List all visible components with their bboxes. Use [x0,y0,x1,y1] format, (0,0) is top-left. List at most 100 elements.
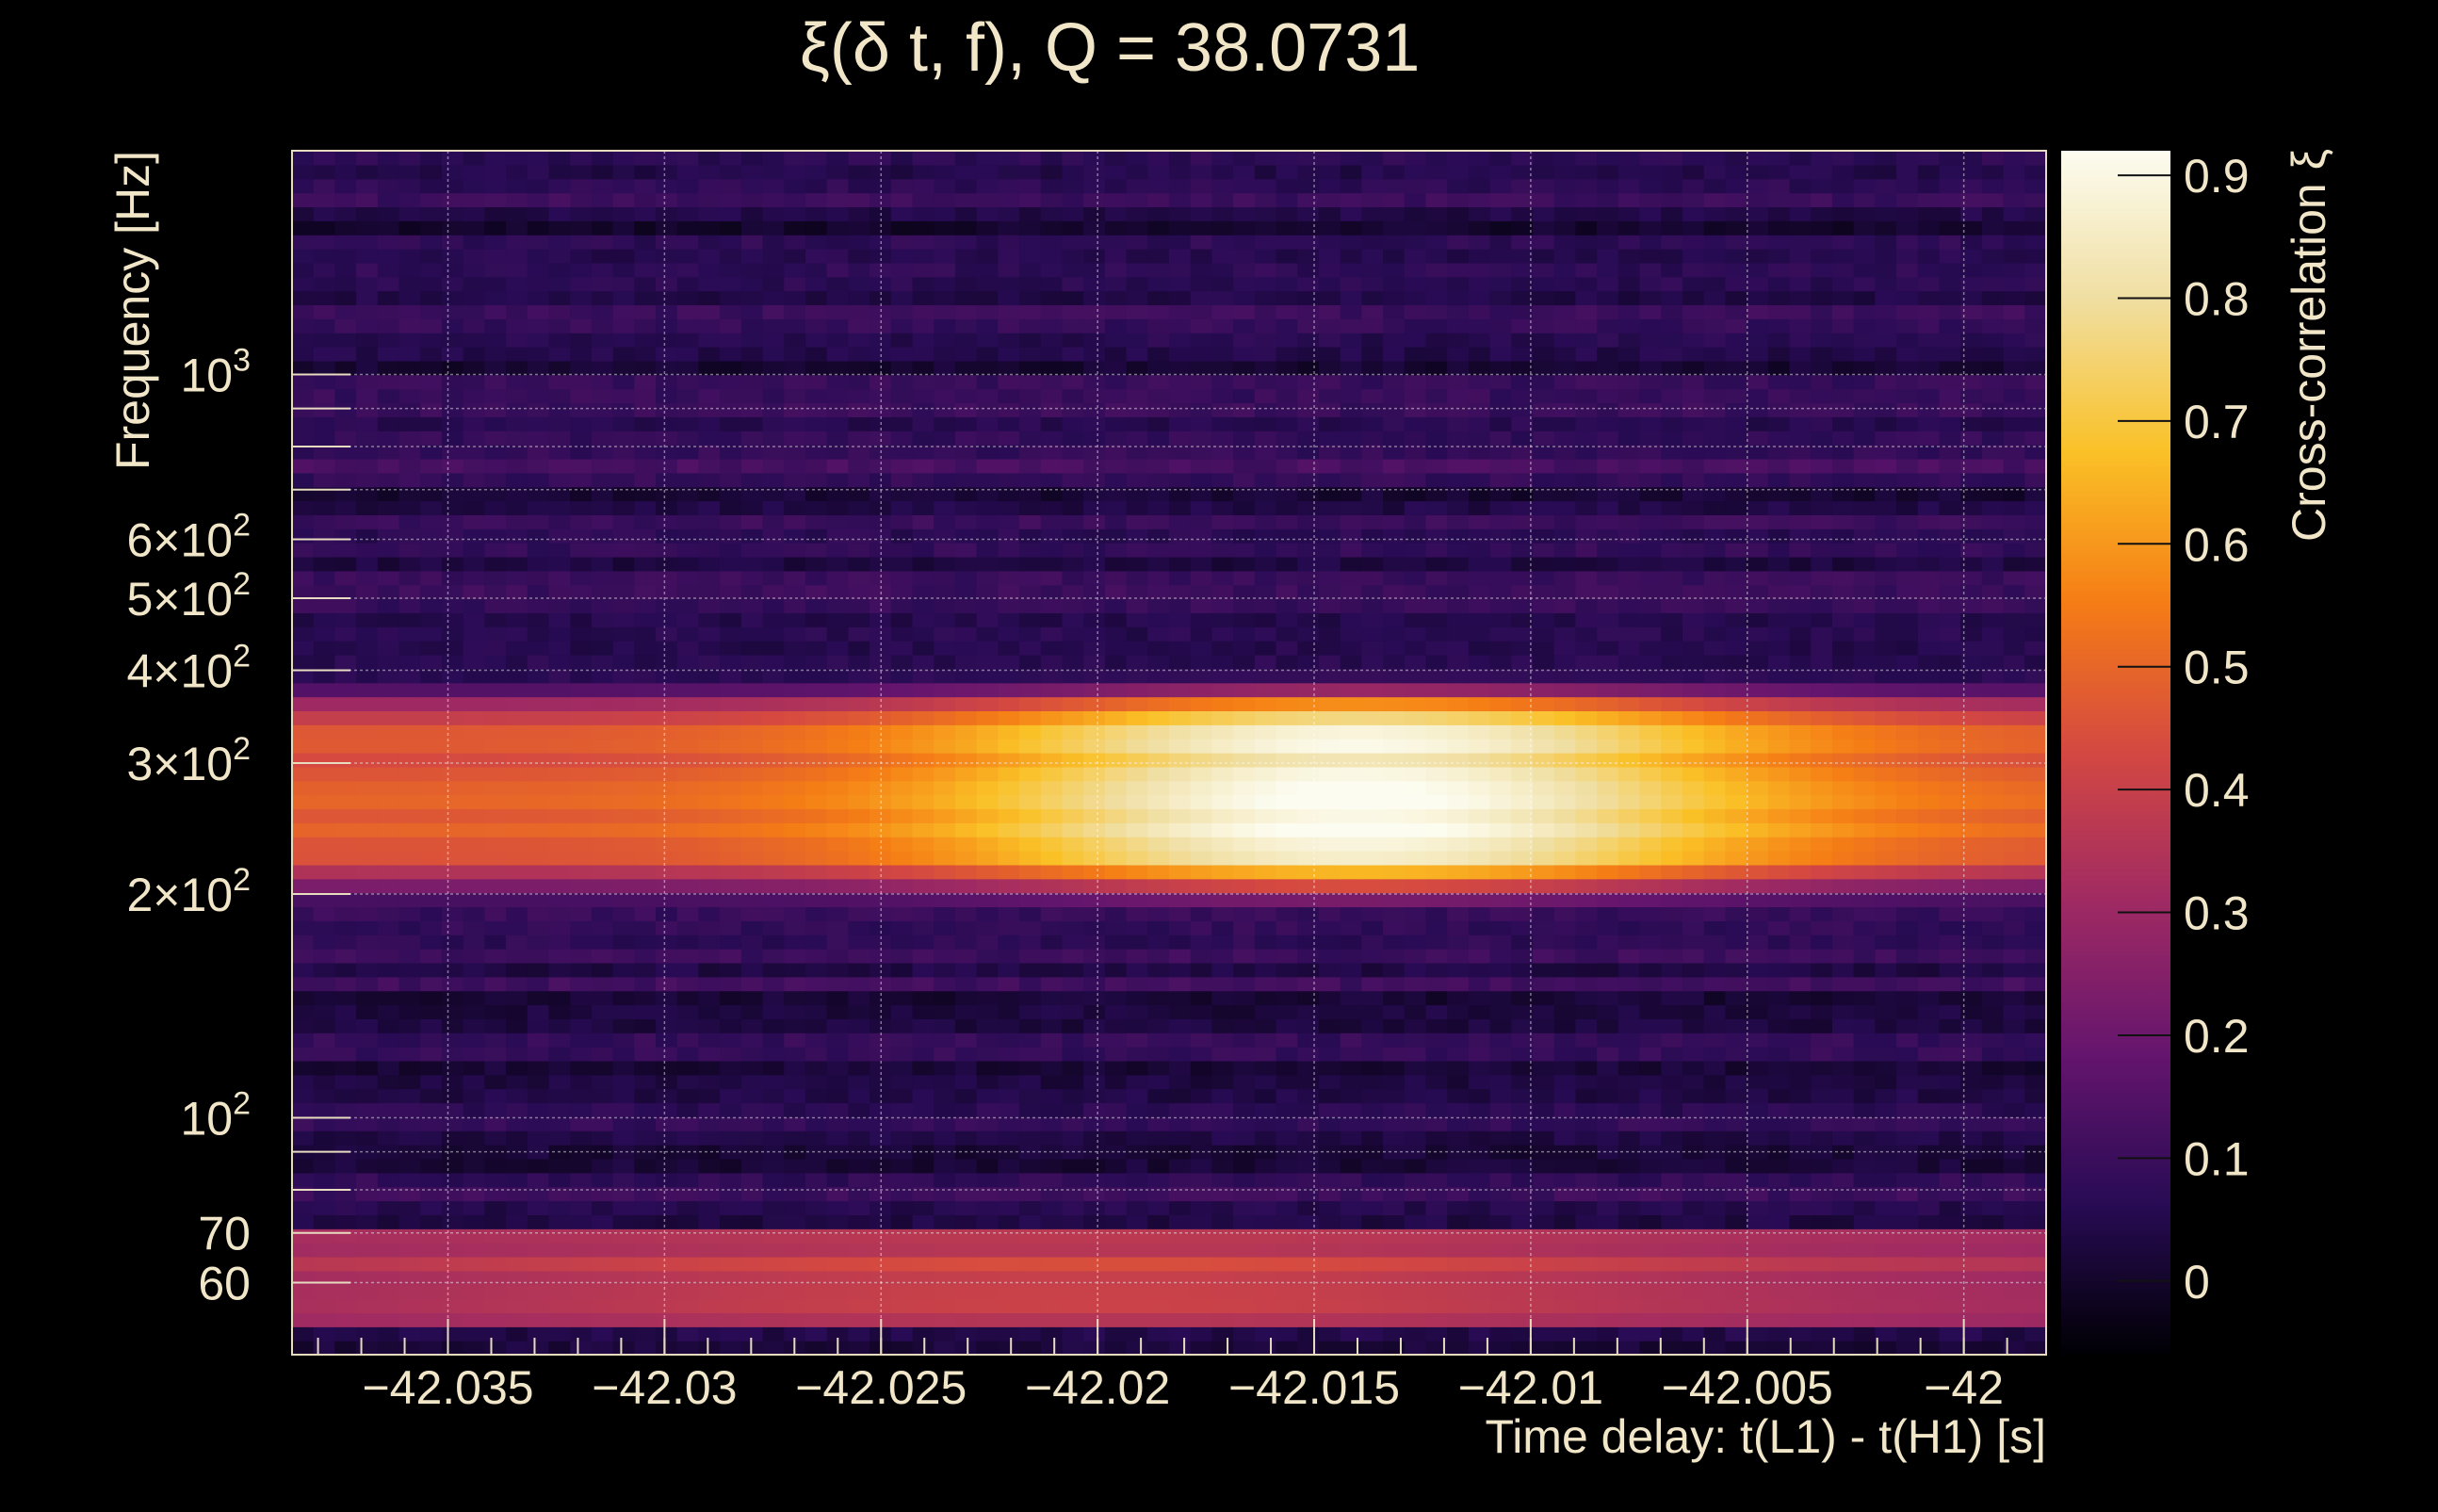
heatmap-cell [441,612,464,627]
heatmap-cell [1575,1214,1598,1229]
heatmap-cell [1169,851,1192,866]
heatmap-cell [954,976,978,992]
heatmap-cell [1553,1074,1577,1090]
heatmap-cell [1831,1018,1855,1033]
heatmap-cell [2024,528,2046,544]
heatmap-cell [1896,822,1919,837]
heatmap-cell [1169,808,1192,823]
heatmap-cell [1553,1228,1577,1244]
heatmap-cell [998,920,1020,935]
heatmap-cell [1617,878,1641,894]
heatmap-cell [676,1256,700,1272]
heatmap-cell [1383,1228,1406,1244]
heatmap-cell [656,682,678,698]
heatmap-cell [1468,739,1491,754]
heatmap-cell [1019,556,1042,572]
heatmap-cell [1447,851,1470,866]
heatmap-cell [720,1200,742,1215]
heatmap-cell [1747,851,1769,866]
heatmap-cell [1831,710,1855,725]
heatmap-cell [1126,1116,1148,1131]
heatmap-cell [506,822,528,837]
heatmap-cell [1297,962,1320,978]
heatmap-cell [1875,626,1897,642]
heatmap-cell [356,1200,379,1215]
heatmap-cell [976,1298,999,1314]
heatmap-cell [1233,570,1256,586]
heatmap-cell [377,1032,400,1048]
heatmap-cell [1211,1032,1234,1048]
heatmap-cell [676,696,700,712]
heatmap-cell [890,949,914,964]
heatmap-cell [1169,1172,1192,1188]
heatmap-cell [954,1004,978,1019]
heatmap-cell [1361,1228,1384,1244]
heatmap-cell [1917,1102,1941,1117]
heatmap-cell [1639,976,1662,992]
heatmap-cell [1297,1102,1320,1117]
heatmap-cell [784,1060,806,1076]
heatmap-cell [698,1256,721,1272]
heatmap-cell [334,710,357,725]
heatmap-cell [420,1158,443,1174]
heatmap-cell [1747,1074,1769,1090]
heatmap-cell [527,1088,550,1104]
heatmap-cell [805,584,828,600]
heatmap-cell [1575,1186,1598,1202]
heatmap-cell [1597,1228,1619,1244]
heatmap-cell [420,641,443,656]
heatmap-cell [1747,1088,1769,1104]
heatmap-cell [1597,584,1619,600]
heatmap-cell [1019,1341,1042,1355]
heatmap-cell [1831,500,1855,515]
heatmap-cell [1725,626,1747,642]
heatmap-cell [548,1341,571,1355]
heatmap-cell [1233,682,1256,698]
heatmap-cell [1383,1004,1406,1019]
heatmap-cell [356,864,379,880]
heatmap-cell [698,1116,721,1131]
heatmap-cell [506,668,528,684]
heatmap-cell [1811,1186,1833,1202]
heatmap-cell [1511,1298,1534,1314]
heatmap-cell [506,1018,528,1033]
heatmap-cell [484,837,507,852]
heatmap-cell [698,962,721,978]
heatmap-cell [1511,935,1534,950]
heatmap-cell [2024,892,2046,908]
heatmap-cell [1489,1298,1512,1314]
heatmap-cell [1361,710,1384,725]
heatmap-cell [612,1130,635,1146]
heatmap-cell [1981,1130,2005,1146]
heatmap-cell [1789,878,1812,894]
heatmap-cell [1747,1018,1769,1033]
heatmap-cell [656,1102,678,1117]
heatmap-cell [1767,1214,1791,1229]
heatmap-cell [1404,1172,1427,1188]
heatmap-cell [656,906,678,921]
heatmap-cell [1575,598,1598,613]
heatmap-cell [420,962,443,978]
heatmap-cell [954,1243,978,1258]
heatmap-cell [1404,1032,1427,1048]
heatmap-cell [1960,1060,1983,1076]
heatmap-cell [740,976,764,992]
heatmap-cell [1597,949,1619,964]
heatmap-cell [1789,543,1812,558]
heatmap-cell [870,1074,892,1090]
heatmap-cell [463,753,485,768]
heatmap-cell [1254,612,1277,627]
heatmap-cell [998,935,1020,950]
heatmap-cell [762,1130,785,1146]
heatmap-cell [1404,766,1427,782]
heatmap-cell [420,892,443,908]
heatmap-cell [1062,1145,1084,1160]
heatmap-cell [1617,892,1641,908]
heatmap-cell [1383,1060,1406,1076]
heatmap-cell [1062,1047,1084,1062]
heatmap-cell [356,570,379,586]
heatmap-cell [420,1312,443,1327]
heatmap-cell [527,935,550,950]
heatmap-cell [1254,864,1277,880]
heatmap-cell [784,668,806,684]
